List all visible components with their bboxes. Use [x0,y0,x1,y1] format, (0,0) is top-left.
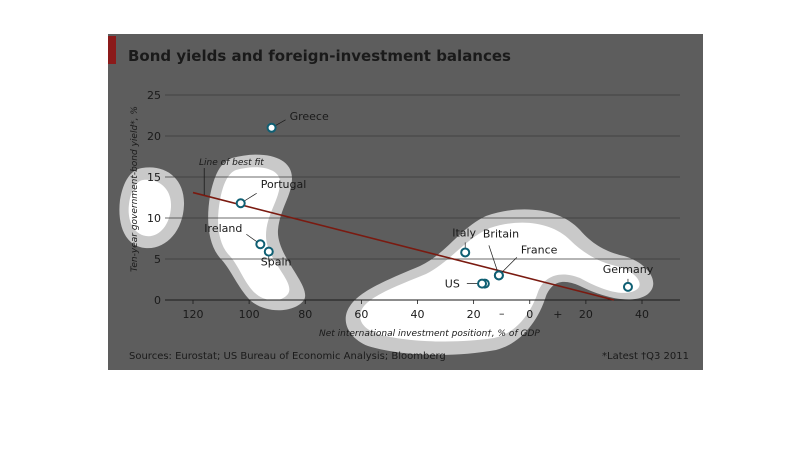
data-point [266,122,277,133]
y-tick-label: 15 [147,171,161,184]
point-leader [488,245,500,276]
data-points [235,122,633,292]
sources-note: Sources: Eurostat; US Bureau of Economic… [129,351,446,362]
data-point [493,270,504,281]
point-labels: Greece Portugal Ireland Spain Italy BritainFr… [204,110,653,291]
x-axis-plus-sign: + [553,308,562,321]
highlight-blobs [119,154,654,355]
x-axis-ticks: 120 100 80 60 40 20 0 20 40 – + [183,307,650,321]
x-tick-label: 20 [467,308,481,321]
y-tick-label: 25 [147,89,161,102]
y-tick-label: 0 [154,294,161,307]
x-tick-label: 40 [411,308,425,321]
highlight-blob-main-inner [360,222,640,342]
x-tick-label: 60 [354,308,368,321]
data-point [477,278,488,289]
x-tick-label: 120 [183,308,204,321]
point-label: Italy [452,226,476,239]
chart-title: Bond yields and foreign-investment balan… [128,47,511,65]
grid-lines [165,94,680,304]
point-label: France [521,243,558,256]
x-axis-title: Net international investment position†, … [319,329,540,339]
x-tick-label: 100 [239,308,260,321]
x-tick-label: 80 [298,308,312,321]
point-label: Spain [261,256,292,269]
data-point [263,246,274,257]
y-axis-ticks: 0 5 10 15 20 25 [147,89,161,307]
point-label: Greece [290,110,329,123]
x-axis-minus-sign: – [499,307,505,320]
latest-footnote: *Latest †Q3 2011 [602,351,689,362]
point-label: Britain [483,227,519,240]
point-label: Germany [603,263,654,276]
data-point [622,281,633,292]
x-tick-label: 0 [526,308,533,321]
data-point [460,247,471,258]
point-label: US [445,278,460,291]
x-tick-label: 40 [635,308,649,321]
y-axis-title: Ten-year government-bond yield*, % [130,106,140,272]
data-point [235,198,246,209]
y-tick-label: 10 [147,212,161,225]
highlight-blob-portugal-inner [218,167,290,301]
best-fit-label: Line of best fit [199,158,264,168]
title-accent-bar [108,36,116,64]
best-fit-line [192,191,615,301]
y-tick-label: 5 [154,253,161,266]
point-label: Ireland [204,222,242,235]
data-point [255,239,266,250]
x-tick-label: 20 [579,308,593,321]
highlight-blob-left-inner [128,179,172,237]
point-label: Portugal [261,178,307,191]
y-tick-label: 20 [147,130,161,143]
